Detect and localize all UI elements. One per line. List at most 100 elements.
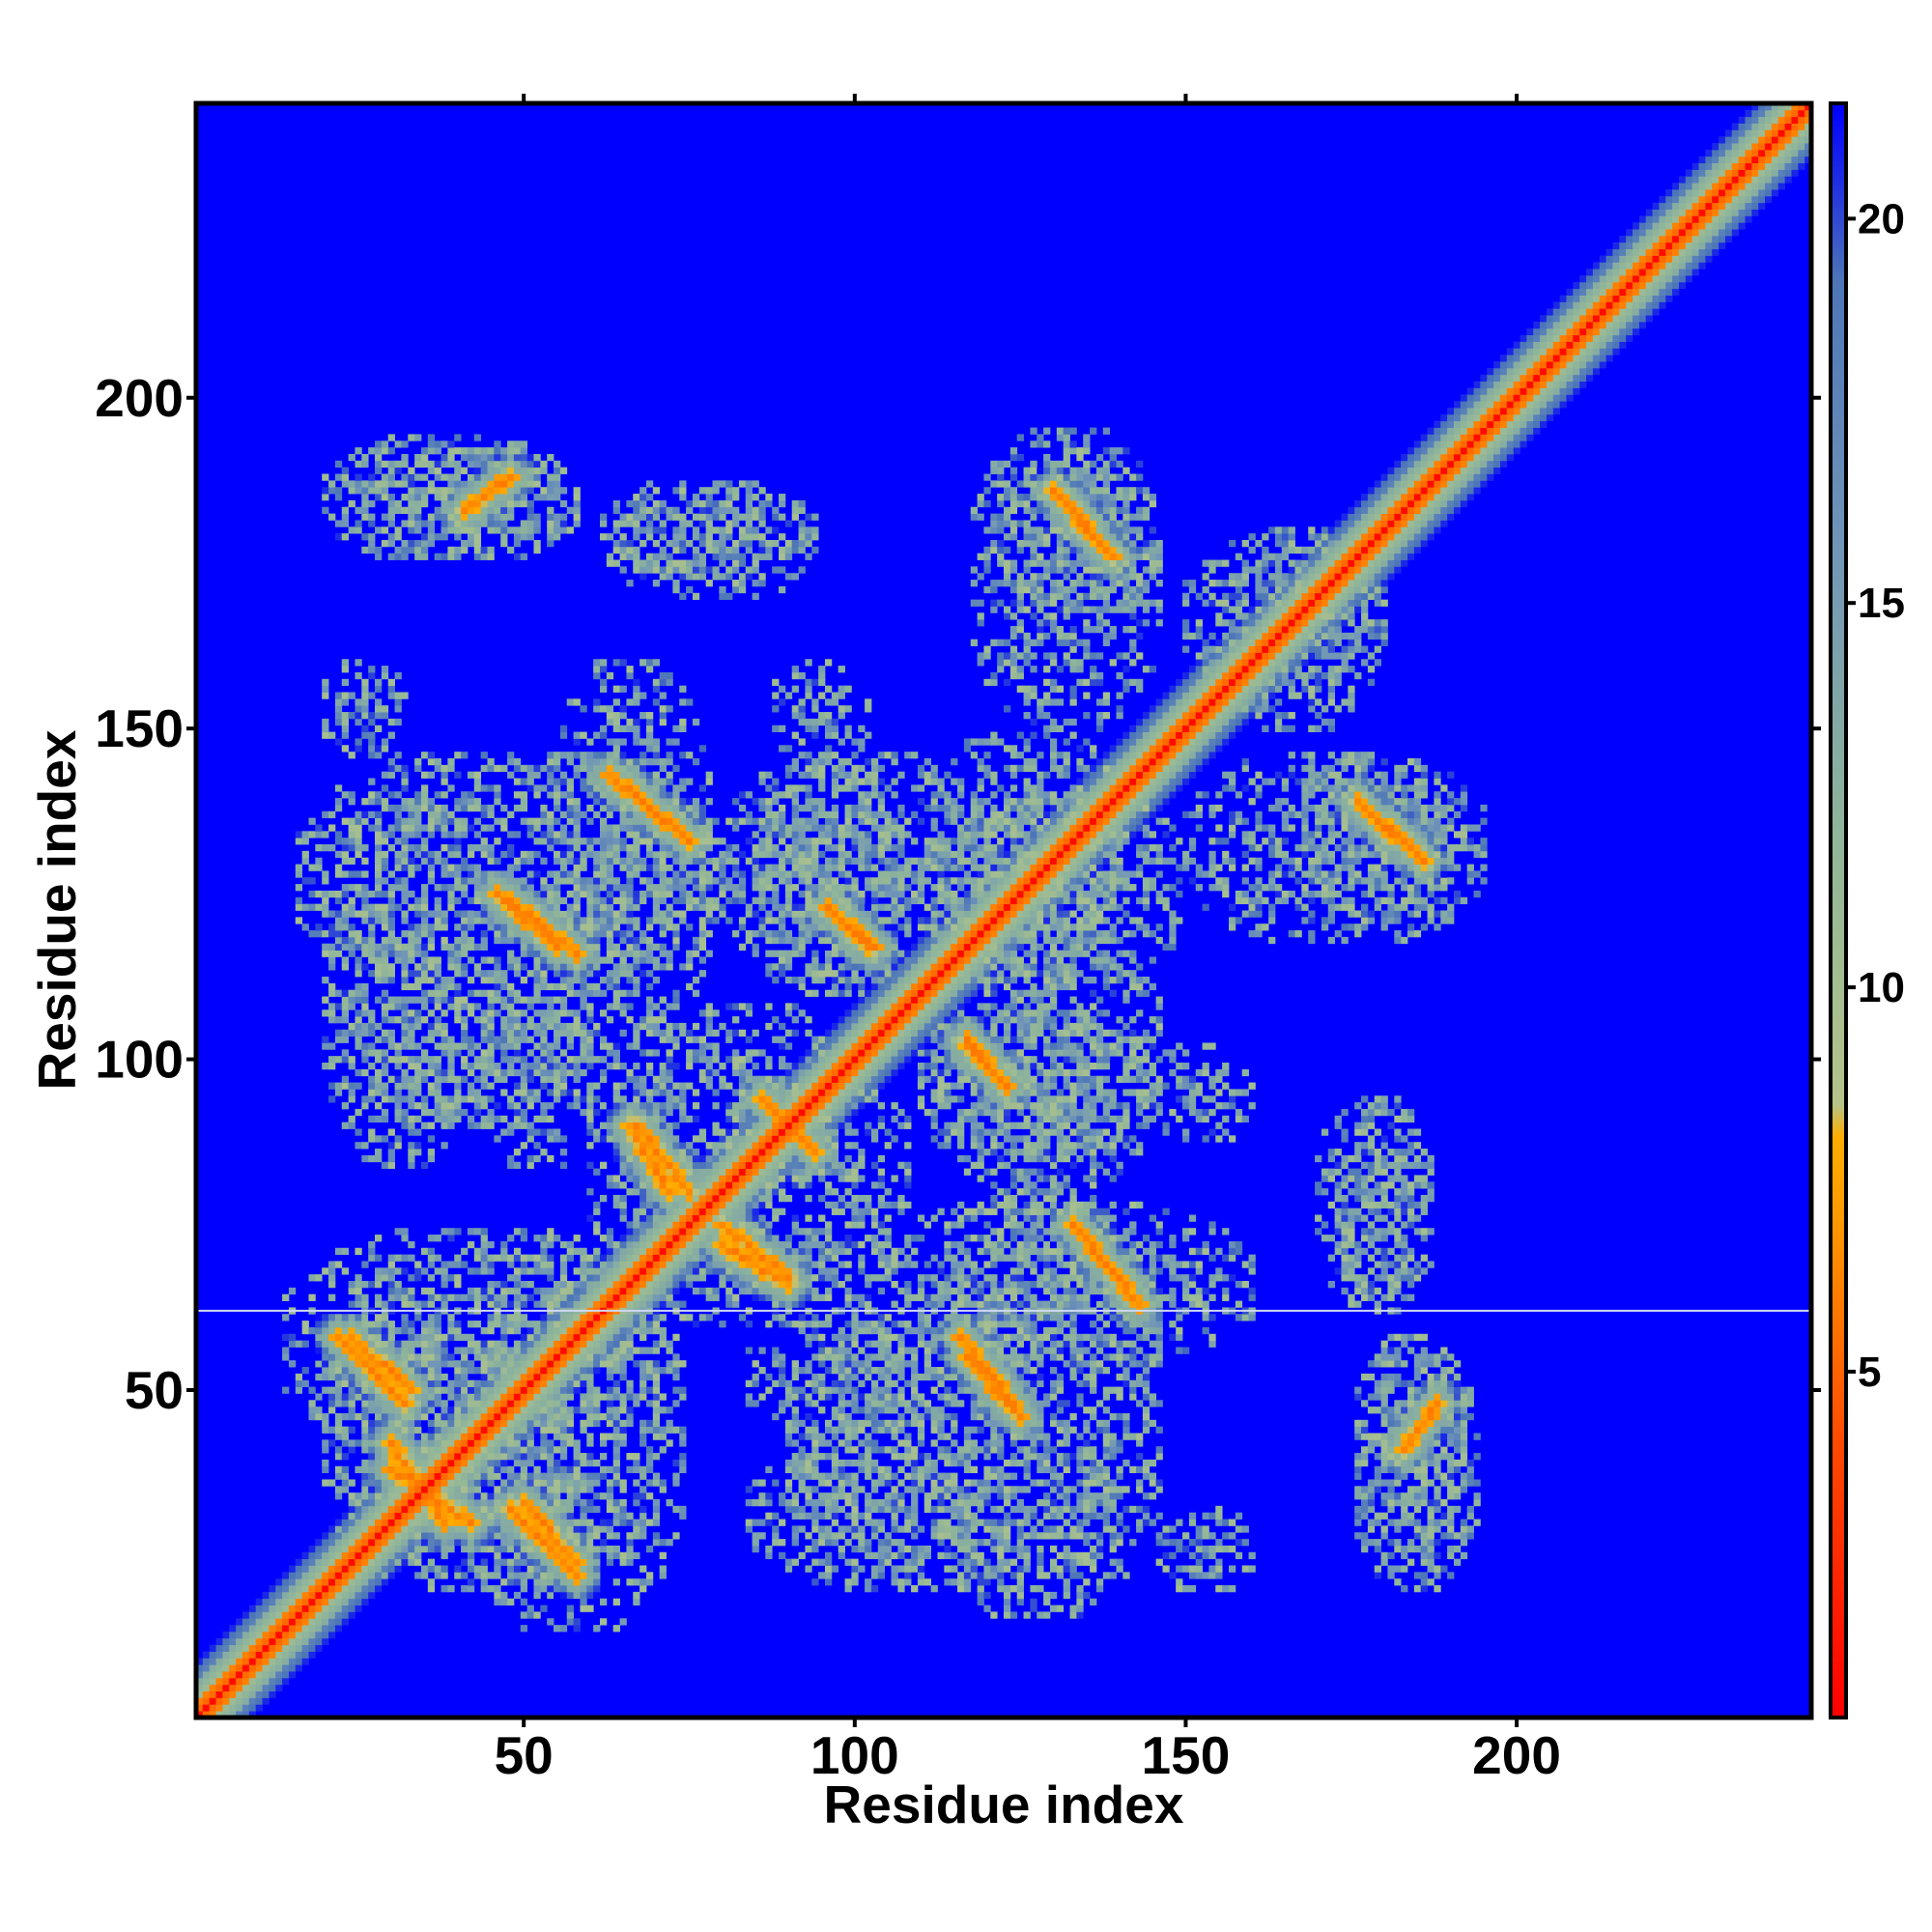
heatmap-cell [612,1340,620,1348]
heatmap-cell [408,1115,415,1123]
heatmap-cell [467,526,475,534]
heatmap-cell [440,1406,448,1414]
heatmap-cell [236,1697,243,1705]
heatmap-cell [288,1671,297,1679]
heatmap-cell [375,1585,383,1593]
heatmap-cell [381,1446,389,1454]
heatmap-cell [355,1598,362,1605]
heatmap-cell [547,1379,554,1387]
heatmap-cell [586,1578,594,1586]
heatmap-cell [381,936,389,945]
heatmap-cell [427,440,436,448]
heatmap-cell [639,1281,647,1289]
heatmap-cell [480,784,488,792]
heatmap-cell [586,1479,594,1487]
heatmap-cell [322,1565,329,1573]
heatmap-cell [580,764,587,773]
heatmap-cell [242,1684,250,1692]
heatmap-cell [586,923,594,931]
heatmap-cell [301,1379,309,1387]
heatmap-cell [626,896,634,905]
heatmap-cell [500,1321,508,1328]
heatmap-cell [328,890,336,898]
heatmap-cell [401,930,409,938]
heatmap-cell [566,956,574,964]
heatmap-cell [394,1095,402,1103]
heatmap-cell [533,1154,541,1163]
heatmap-cell [626,718,634,726]
heatmap-cell [559,1532,568,1540]
heatmap-cell [414,943,422,951]
heatmap-cell [639,890,647,898]
heatmap-cell [348,943,355,951]
heatmap-cell [500,1453,508,1461]
heatmap-cell [361,844,369,852]
heatmap-cell [355,930,362,938]
heatmap-cell [487,1426,495,1434]
heatmap-cell [633,824,640,832]
heatmap-cell [461,1545,469,1553]
heatmap-cell [513,870,522,878]
heatmap-cell [348,1512,355,1520]
heatmap-cell [494,1347,501,1354]
heatmap-cell [282,1333,290,1342]
heatmap-cell [566,752,574,759]
heatmap-cell [315,1347,323,1354]
heatmap-cell [434,1108,441,1117]
heatmap-cell [573,1016,581,1024]
heatmap-cell [559,1254,568,1262]
heatmap-cell [566,817,574,825]
heatmap-cell [454,467,462,474]
heatmap-cell [275,1631,283,1639]
heatmap-cell [408,1326,415,1335]
heatmap-cell [480,989,488,997]
heatmap-cell [401,1465,409,1474]
heatmap-cell [633,499,640,508]
heatmap-cell [573,1353,581,1361]
heatmap-cell [626,870,634,878]
heatmap-cell [513,1373,522,1381]
heatmap-cell [341,1433,349,1440]
heatmap-cell [586,1281,594,1289]
heatmap-cell [440,989,448,997]
heatmap-cell [500,1314,508,1321]
heatmap-cell [566,810,574,819]
heatmap-cell [626,1406,634,1414]
heatmap-cell [394,440,402,448]
heatmap-cell [526,857,534,865]
heatmap-cell [593,930,601,938]
heatmap-cell [295,1585,303,1593]
heatmap-cell [427,943,436,951]
heatmap-cell [467,1393,475,1401]
heatmap-cell [381,1115,389,1123]
heatmap-cell [619,910,627,918]
heatmap-cell [500,1029,508,1037]
heatmap-cell [494,1433,501,1440]
heatmap-cell [566,1465,574,1474]
heatmap-cell [434,1082,441,1090]
heatmap-cell [454,1433,462,1440]
heatmap-cell [633,1578,640,1586]
heatmap-cell [559,1386,568,1394]
heatmap-cell [355,671,362,680]
heatmap-cell [440,1300,448,1308]
heatmap-cell [547,1240,554,1249]
heatmap-cell [288,1340,297,1348]
heatmap-cell [626,1281,634,1289]
heatmap-cell [361,936,369,945]
heatmap-cell [626,791,634,799]
heatmap-cell [348,1499,355,1507]
heatmap-cell [308,1625,316,1633]
heatmap-cell [526,480,534,488]
heatmap-cell [215,1677,223,1686]
heatmap-cell [401,1393,409,1401]
heatmap-cell [288,1605,297,1612]
heatmap-cell [526,1281,534,1289]
heatmap-cell [547,1326,554,1335]
heatmap-cell [355,1532,362,1540]
heatmap-cell [487,526,495,534]
heatmap-cell [600,731,608,739]
heatmap-cell [554,1558,561,1566]
heatmap-cell [467,1525,475,1533]
heatmap-cell [368,950,376,957]
